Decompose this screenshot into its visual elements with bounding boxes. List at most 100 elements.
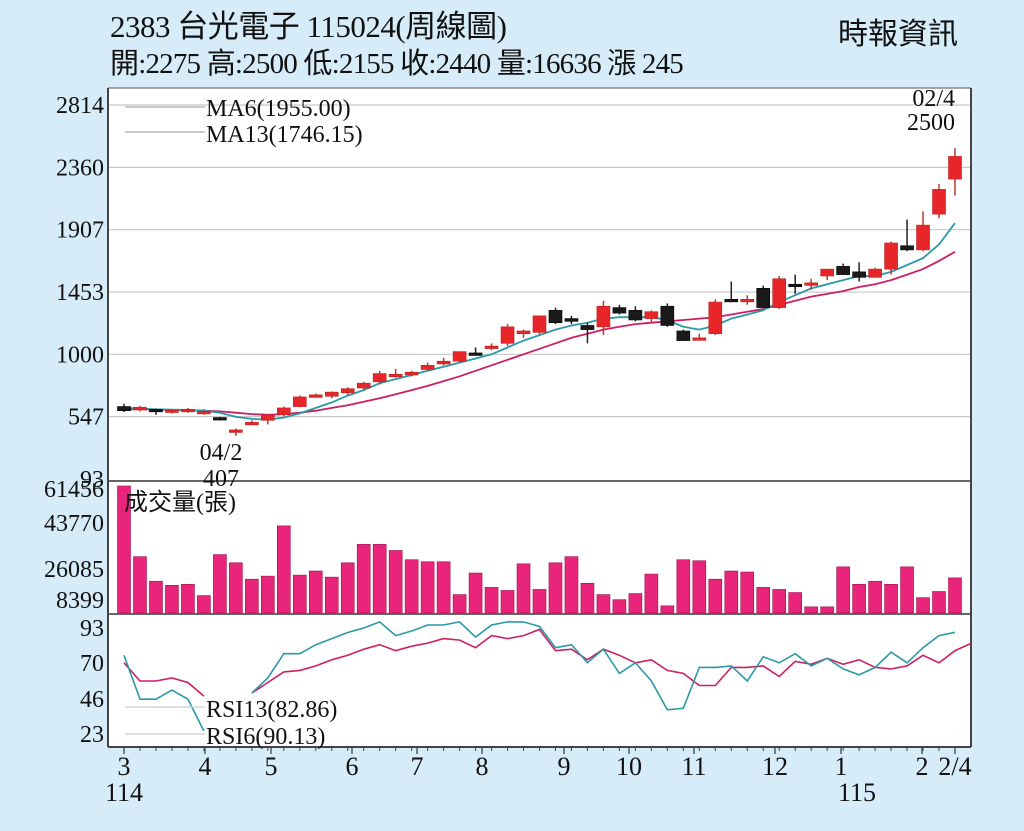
volume-bar	[820, 606, 834, 614]
candle-body	[452, 351, 467, 362]
rsi-tick: 23	[80, 722, 104, 748]
candle-body	[404, 371, 419, 376]
rsi6-legend: RSI6(90.13)	[206, 724, 325, 750]
candle-body	[165, 409, 179, 413]
chart-title: 2383 台光電子 115024(周線圖)	[110, 9, 507, 44]
volume-bar	[213, 554, 227, 614]
volume-bar	[356, 544, 371, 614]
volume-bar	[612, 599, 627, 614]
volume-bar	[724, 570, 739, 614]
candle-body	[900, 245, 914, 251]
volume-bar	[292, 574, 307, 614]
volume-bar	[596, 594, 611, 614]
month-label: 10	[616, 752, 642, 781]
candle-body	[532, 315, 547, 333]
candle-body	[261, 414, 275, 421]
candle-body	[820, 268, 834, 277]
volume-bar	[916, 597, 930, 614]
rsi-tick: 93	[80, 616, 104, 642]
volume-tick: 8399	[56, 588, 104, 614]
rsi6-line	[123, 655, 205, 732]
volume-bar	[788, 592, 802, 614]
candle-body	[660, 305, 675, 326]
plot-background	[108, 88, 971, 747]
volume-bar	[836, 566, 850, 614]
price-tick: 1907	[56, 218, 104, 244]
month-label: 9	[558, 752, 571, 781]
candle-body	[436, 360, 451, 365]
candle-body	[197, 411, 211, 415]
rsi13-line	[251, 628, 972, 694]
month-label: 5	[265, 752, 278, 781]
year-label: 114	[105, 778, 143, 807]
price-tick: 1000	[56, 342, 104, 368]
candle-body	[245, 422, 259, 426]
candle-body	[836, 266, 850, 275]
month-label: 11	[681, 752, 706, 781]
year-label: 115	[838, 778, 876, 807]
candle-body	[564, 318, 579, 322]
volume-bar	[404, 559, 419, 614]
volume-bar	[516, 563, 531, 614]
volume-bar	[628, 593, 643, 614]
volume-bar	[548, 562, 563, 614]
candle-body	[692, 337, 707, 341]
volume-bar	[580, 582, 595, 614]
candle-body	[420, 365, 435, 370]
volume-bar	[133, 556, 147, 614]
rsi-tick: 70	[80, 651, 104, 677]
candle-body	[644, 311, 659, 319]
volume-bar	[852, 584, 866, 614]
candle-body	[516, 330, 531, 335]
volume-bar	[708, 578, 723, 614]
volume-bar	[484, 587, 499, 614]
candle-body	[292, 396, 307, 407]
volume-bar	[644, 573, 659, 614]
volume-bar	[772, 589, 787, 614]
volume-bar	[532, 589, 547, 614]
volume-bar	[900, 566, 914, 614]
candle-body	[229, 429, 243, 433]
volume-bar	[692, 560, 707, 614]
volume-bar	[500, 590, 515, 614]
candle-body	[708, 301, 723, 335]
candle-body	[868, 268, 882, 278]
candle-body	[181, 409, 195, 413]
volume-bar	[340, 562, 355, 614]
candle-body	[884, 242, 898, 270]
volume-bar	[117, 485, 131, 614]
candle-body	[500, 326, 515, 344]
month-label: 4	[199, 752, 212, 781]
candle-body	[676, 330, 691, 341]
volume-bar	[452, 594, 467, 614]
volume-bar	[948, 577, 962, 614]
volume-bar	[564, 556, 579, 614]
volume-bar	[277, 525, 291, 614]
ma13-legend: MA13(1746.15)	[206, 122, 363, 148]
volume-bar	[436, 561, 451, 614]
candle-body	[308, 394, 323, 398]
candle-body	[548, 310, 563, 324]
candle-body	[149, 409, 163, 413]
volume-bar	[420, 561, 435, 614]
volume-bar	[676, 559, 691, 614]
volume-bar	[468, 572, 483, 614]
month-label: 1	[835, 752, 848, 781]
month-label: 8	[476, 752, 489, 781]
candle-body	[772, 278, 787, 308]
volume-tick: 43770	[44, 511, 104, 537]
candle-body	[372, 373, 387, 383]
candle-body	[756, 288, 771, 308]
volume-tick: 61456	[44, 477, 104, 503]
volume-bar	[868, 580, 882, 614]
low-date-label: 04/2	[200, 440, 243, 466]
volume-bar	[229, 562, 243, 614]
candle-body	[133, 406, 147, 411]
candle-body	[580, 325, 595, 330]
month-label: 7	[411, 752, 424, 781]
volume-bar	[756, 587, 771, 614]
ma6-legend: MA6(1955.00)	[206, 96, 351, 122]
volume-bar	[324, 576, 339, 614]
rsi-tick: 46	[80, 687, 104, 713]
